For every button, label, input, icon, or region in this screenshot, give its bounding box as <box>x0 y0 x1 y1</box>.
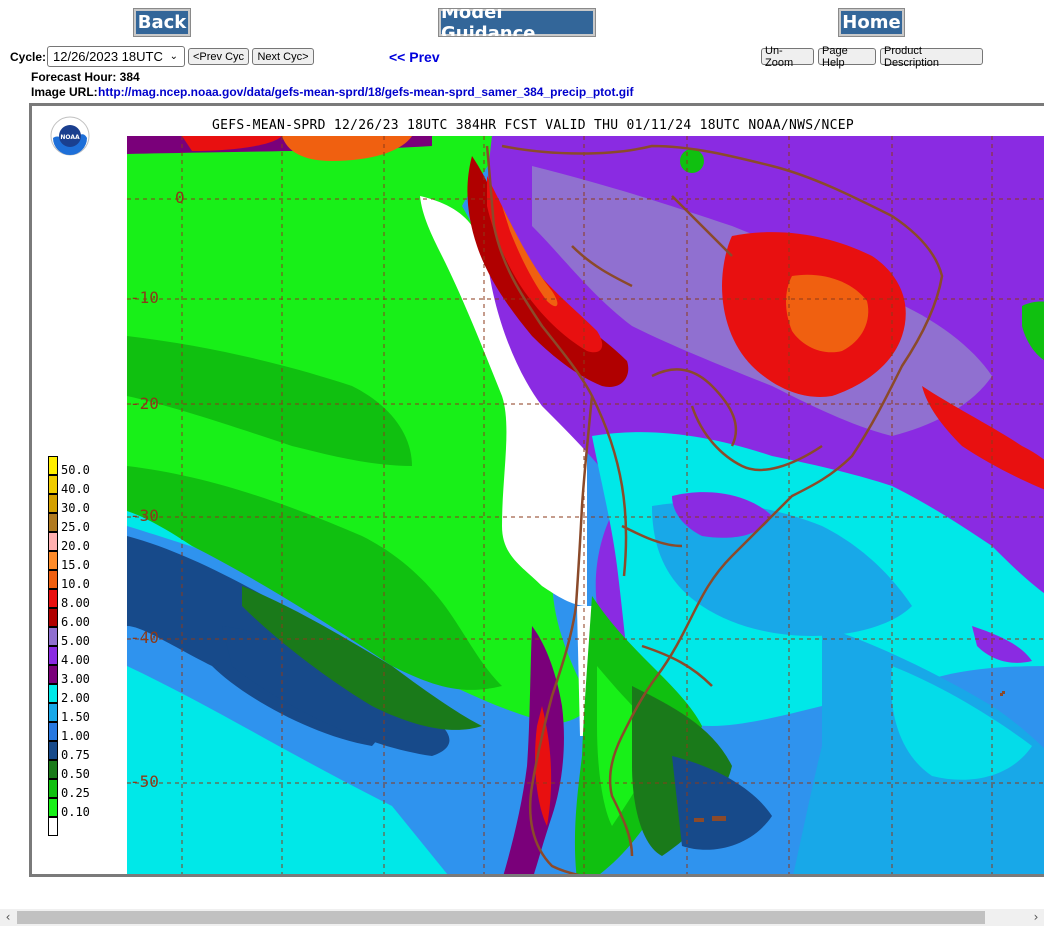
chevron-down-icon: ⌄ <box>169 51 178 62</box>
legend-item: 0.25 <box>48 779 128 800</box>
noaa-logo: NOAA <box>50 116 90 156</box>
legend-item: 8.00 <box>48 589 128 610</box>
legend-swatch <box>48 494 58 513</box>
legend-swatch <box>48 627 58 646</box>
legend-value: 0.25 <box>61 786 90 800</box>
legend-value: 2.00 <box>61 691 90 705</box>
legend-item: 5.00 <box>48 627 128 648</box>
next-cycle-button[interactable]: Next Cyc> <box>252 48 314 65</box>
scrollbar-thumb[interactable] <box>17 911 985 924</box>
lat-label: -50 <box>130 772 159 791</box>
legend-swatch <box>48 684 58 703</box>
model-guidance-button[interactable]: Model Guidance <box>438 2 596 44</box>
legend-value: 1.00 <box>61 729 90 743</box>
legend-item: 0.10 <box>48 798 128 819</box>
legend-value: 8.00 <box>61 596 90 610</box>
legend-swatch <box>48 551 58 570</box>
prev-link[interactable]: << Prev <box>389 49 440 65</box>
product-description-button[interactable]: Product Description <box>880 45 983 69</box>
lat-label: -10 <box>130 288 159 307</box>
legend-value: 10.0 <box>61 577 90 591</box>
lat-label: -20 <box>130 394 159 413</box>
legend-value: 15.0 <box>61 558 90 572</box>
legend-item: 3.00 <box>48 665 128 686</box>
cycle-label: Cycle: <box>10 50 47 64</box>
image-url-label: Image URL: <box>31 85 98 99</box>
legend-item: 4.00 <box>48 646 128 667</box>
legend-swatch <box>48 779 58 798</box>
legend-item: 15.0 <box>48 551 128 572</box>
legend-item: 1.00 <box>48 722 128 743</box>
precip-map-graphic: NOAA <box>50 116 1044 874</box>
legend-item: 2.00 <box>48 684 128 705</box>
legend-swatch <box>48 475 58 494</box>
legend-item: 6.00 <box>48 608 128 629</box>
legend-swatch <box>48 513 58 532</box>
legend-swatch <box>48 646 58 665</box>
cycle-select[interactable]: 12/26/2023 18UTC ⌄ <box>47 46 185 67</box>
horizontal-scrollbar[interactable]: ‹ › <box>0 909 1044 926</box>
legend-swatch <box>48 741 58 760</box>
legend-swatch <box>48 665 58 684</box>
legend-value: 25.0 <box>61 520 90 534</box>
legend-swatch <box>48 722 58 741</box>
legend-swatch <box>48 703 58 722</box>
scroll-right-icon[interactable]: › <box>1033 910 1039 924</box>
prev-cycle-button[interactable]: <Prev Cyc <box>188 48 249 65</box>
legend-value: 20.0 <box>61 539 90 553</box>
lat-label: 0 <box>175 188 185 207</box>
scroll-left-icon[interactable]: ‹ <box>5 910 11 924</box>
legend-item <box>48 817 128 836</box>
lat-label: -40 <box>130 628 159 647</box>
legend-value: 50.0 <box>61 463 90 477</box>
noaa-logo-text: NOAA <box>60 134 80 141</box>
map-title: GEFS-MEAN-SPRD 12/26/23 18UTC 384HR FCST… <box>212 118 855 133</box>
legend-swatch <box>48 532 58 551</box>
legend-value: 6.00 <box>61 615 90 629</box>
forecast-map[interactable]: NOAA GEFS-MEAN-SPRD 12/26/23 18UTC 384HR… <box>29 103 1044 877</box>
legend-item: 25.0 <box>48 513 128 534</box>
legend-swatch <box>48 589 58 608</box>
unzoom-button[interactable]: Un-Zoom <box>761 45 814 69</box>
legend-value: 40.0 <box>61 482 90 496</box>
legend-item: 40.0 <box>48 475 128 496</box>
cycle-selected-value: 12/26/2023 18UTC <box>53 49 163 64</box>
page-help-button[interactable]: Page Help <box>818 45 876 69</box>
legend-item: 20.0 <box>48 532 128 553</box>
forecast-hour: Forecast Hour: 384 <box>31 70 140 84</box>
back-button[interactable]: Back <box>133 8 191 37</box>
legend-swatch <box>48 817 58 836</box>
image-url-link[interactable]: http://mag.ncep.noaa.gov/data/gefs-mean-… <box>98 85 634 99</box>
legend-item: 10.0 <box>48 570 128 591</box>
legend-swatch <box>48 798 58 817</box>
legend-value: 0.50 <box>61 767 90 781</box>
legend-value: 30.0 <box>61 501 90 515</box>
lat-label: -30 <box>130 506 159 525</box>
legend-value: 1.50 <box>61 710 90 724</box>
legend-item: 1.50 <box>48 703 128 724</box>
legend-item: 50.0 <box>48 456 128 477</box>
legend-item: 0.75 <box>48 741 128 762</box>
legend-value: 4.00 <box>61 653 90 667</box>
legend-swatch <box>48 608 58 627</box>
legend-swatch <box>48 456 58 475</box>
legend-value: 5.00 <box>61 634 90 648</box>
home-button[interactable]: Home <box>838 8 905 37</box>
legend-item: 30.0 <box>48 494 128 515</box>
legend-swatch <box>48 760 58 779</box>
legend-item: 0.50 <box>48 760 128 781</box>
legend-value: 0.75 <box>61 748 90 762</box>
legend-swatch <box>48 570 58 589</box>
legend-value: 0.10 <box>61 805 90 819</box>
legend-value: 3.00 <box>61 672 90 686</box>
